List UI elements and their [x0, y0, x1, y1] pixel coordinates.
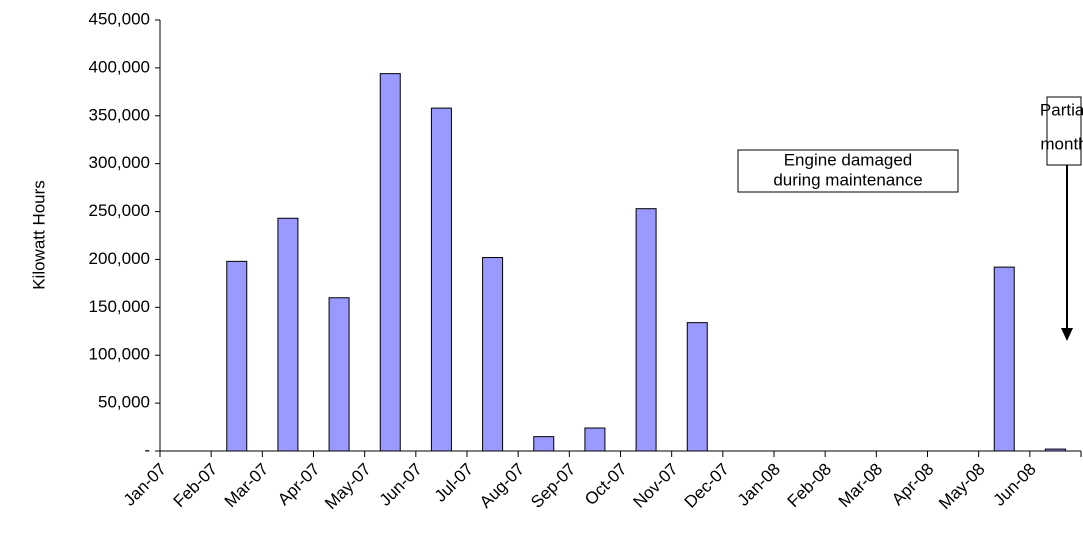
x-tick-label: Mar-07 — [221, 460, 273, 512]
annotation-box — [1046, 96, 1082, 166]
annotation: during maintenance — [773, 170, 922, 189]
x-tick-label: Jan-07 — [120, 460, 170, 510]
annotation: Partial — [1040, 100, 1083, 119]
bar — [430, 107, 452, 452]
bar — [482, 257, 504, 452]
y-tick-label: 350,000 — [89, 105, 150, 124]
bar — [1044, 448, 1066, 452]
y-tick-label: 100,000 — [89, 345, 150, 364]
y-tick-label: 300,000 — [89, 153, 150, 172]
x-tick-label: Jul-07 — [431, 460, 477, 506]
x-tick-label: Apr-07 — [274, 460, 324, 510]
y-tick-label: 200,000 — [89, 249, 150, 268]
x-tick-label: Feb-08 — [784, 460, 836, 512]
x-tick-label: Aug-07 — [476, 460, 528, 512]
x-tick-label: Jan-08 — [734, 460, 784, 510]
x-tick-label: Apr-08 — [888, 460, 938, 510]
bar — [379, 73, 401, 452]
annotation: month — [1040, 134, 1083, 153]
bar — [993, 266, 1015, 452]
y-tick-label: 400,000 — [89, 57, 150, 76]
x-tick-label: Jun-07 — [376, 460, 426, 510]
x-tick-label: Feb-07 — [170, 460, 222, 512]
annotation-arrowhead — [1061, 328, 1073, 341]
x-tick-label: Mar-08 — [835, 460, 887, 512]
x-tick-label: Jun-08 — [990, 460, 1040, 510]
bar — [533, 436, 555, 452]
x-tick-label: Oct-07 — [581, 460, 631, 510]
y-axis-label: Kilowatt Hours — [29, 180, 48, 290]
annotation: Engine damaged — [784, 150, 913, 169]
bar — [635, 208, 657, 452]
y-tick-label: 150,000 — [89, 297, 150, 316]
x-tick-label: Sep-07 — [527, 460, 579, 512]
bar — [328, 297, 350, 452]
bar — [584, 427, 606, 452]
bar — [277, 217, 299, 452]
y-tick-label: - — [144, 440, 150, 459]
annotation-box — [737, 149, 959, 193]
x-tick-label: May-08 — [935, 460, 989, 514]
y-tick-label: 50,000 — [98, 393, 150, 412]
x-tick-label: Dec-07 — [681, 460, 733, 512]
y-tick-label: 450,000 — [89, 9, 150, 28]
x-tick-label: Nov-07 — [629, 460, 681, 512]
bar — [226, 260, 248, 452]
x-tick-label: May-07 — [321, 460, 375, 514]
y-tick-label: 250,000 — [89, 201, 150, 220]
bar — [686, 322, 708, 452]
